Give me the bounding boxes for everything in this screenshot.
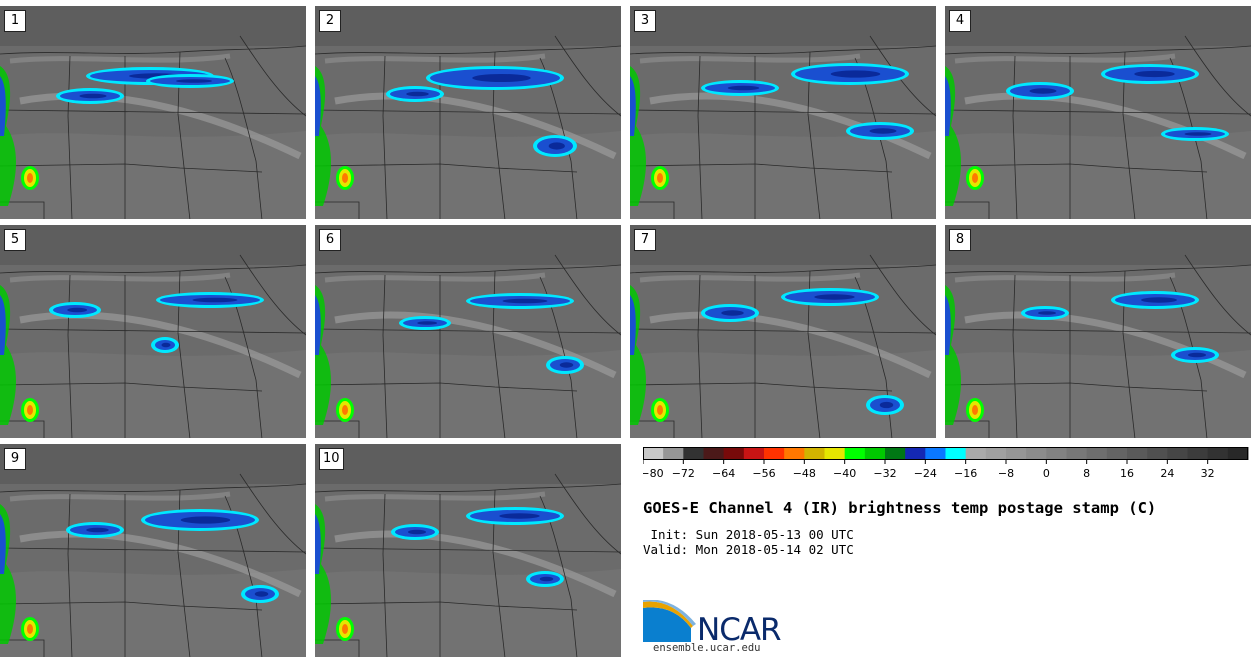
member-label: 2 (319, 10, 341, 32)
colorbar-tick-label: −80 (643, 467, 664, 480)
member-panel-2: 2 (315, 6, 621, 219)
colorbar-tick-label: −8 (998, 467, 1014, 480)
colorbar-segment (1026, 447, 1047, 460)
colorbar-segment (824, 447, 846, 460)
colorbar-segment (905, 447, 926, 460)
ir-map (315, 444, 621, 657)
member-panel-7: 7 (630, 225, 936, 438)
colorbar-border (643, 447, 1248, 460)
member-label: 8 (949, 229, 971, 251)
member-panel-3: 3 (630, 6, 936, 219)
member-label: 1 (4, 10, 26, 32)
colorbar-tick-label: 24 (1160, 467, 1174, 480)
colorbar-segment (1106, 447, 1128, 460)
colorbar-segment (743, 447, 765, 460)
ncar-logo: NCAR (643, 600, 782, 642)
colorbar-segment (643, 447, 664, 460)
colorbar-segment (1006, 447, 1027, 460)
colorbar-segment (784, 447, 805, 460)
colorbar-segment (804, 447, 825, 460)
colorbar-tick-label: 16 (1120, 467, 1134, 480)
colorbar-segment (945, 447, 967, 460)
colorbar-segment (965, 447, 987, 460)
colorbar-segment (844, 447, 866, 460)
colorbar-tick-label: 8 (1083, 467, 1090, 480)
colorbar-segment (1066, 447, 1088, 460)
colorbar-tick-label: −32 (873, 467, 896, 480)
colorbar-segment (885, 447, 906, 460)
logo-wordmark: NCAR (697, 612, 781, 642)
member-label: 5 (4, 229, 26, 251)
colorbar-tick-label: −72 (672, 467, 695, 480)
init-time: Init: Sun 2018-05-13 00 UTC (643, 527, 854, 542)
ir-map (0, 444, 306, 657)
ir-map (315, 6, 621, 219)
colorbar-segment (1086, 447, 1108, 460)
colorbar-tick-label: −40 (833, 467, 856, 480)
member-panel-9: 9 (0, 444, 306, 657)
colorbar-segment (1127, 447, 1148, 460)
colorbar-segment (1227, 447, 1249, 460)
colorbar-segment (1167, 447, 1188, 460)
colorbar-segment (1207, 447, 1229, 460)
colorbar: −80 −72 −64 −56 −48 −40 −32 −24 −16 −8 0 8 16 24 32 (643, 447, 1249, 480)
colorbar-segment (1046, 447, 1067, 460)
colorbar-segment (1187, 447, 1209, 460)
colorbar-segment (683, 447, 704, 460)
member-label: 7 (634, 229, 656, 251)
colorbar-tick-label: −48 (793, 467, 816, 480)
colorbar-tick-label: 0 (1043, 467, 1050, 480)
member-panel-6: 6 (315, 225, 621, 438)
colorbar-segment (703, 447, 725, 460)
colorbar-segment (663, 447, 684, 460)
ir-map (315, 225, 621, 438)
member-label: 10 (319, 448, 344, 470)
figure-title: GOES-E Channel 4 (IR) brightness temp po… (643, 499, 1157, 517)
colorbar-tick-label: −16 (954, 467, 977, 480)
member-label: 3 (634, 10, 656, 32)
logo-url: ensemble.ucar.edu (653, 642, 761, 654)
colorbar-segment (764, 447, 785, 460)
member-label: 9 (4, 448, 26, 470)
ir-map (0, 225, 306, 438)
colorbar-tick-label: 32 (1201, 467, 1215, 480)
ir-map (945, 6, 1251, 219)
colorbar-tick-label: −64 (712, 467, 735, 480)
member-panel-1: 1 (0, 6, 306, 219)
member-panel-10: 10 (315, 444, 621, 657)
colorbar-segment (1147, 447, 1168, 460)
colorbar-tick-label: −24 (914, 467, 937, 480)
colorbar-segment (985, 447, 1007, 460)
ir-map (945, 225, 1251, 438)
member-label: 4 (949, 10, 971, 32)
member-panel-5: 5 (0, 225, 306, 438)
colorbar-segment (864, 447, 886, 460)
valid-time: Valid: Mon 2018-05-14 02 UTC (643, 542, 854, 557)
member-panel-4: 4 (945, 6, 1251, 219)
colorbar-segment (723, 447, 745, 460)
ir-map (0, 6, 306, 219)
colorbar-tick-label: −56 (752, 467, 775, 480)
member-label: 6 (319, 229, 341, 251)
ir-map (630, 6, 936, 219)
ir-map (630, 225, 936, 438)
colorbar-segment (925, 447, 946, 460)
member-panel-8: 8 (945, 225, 1251, 438)
